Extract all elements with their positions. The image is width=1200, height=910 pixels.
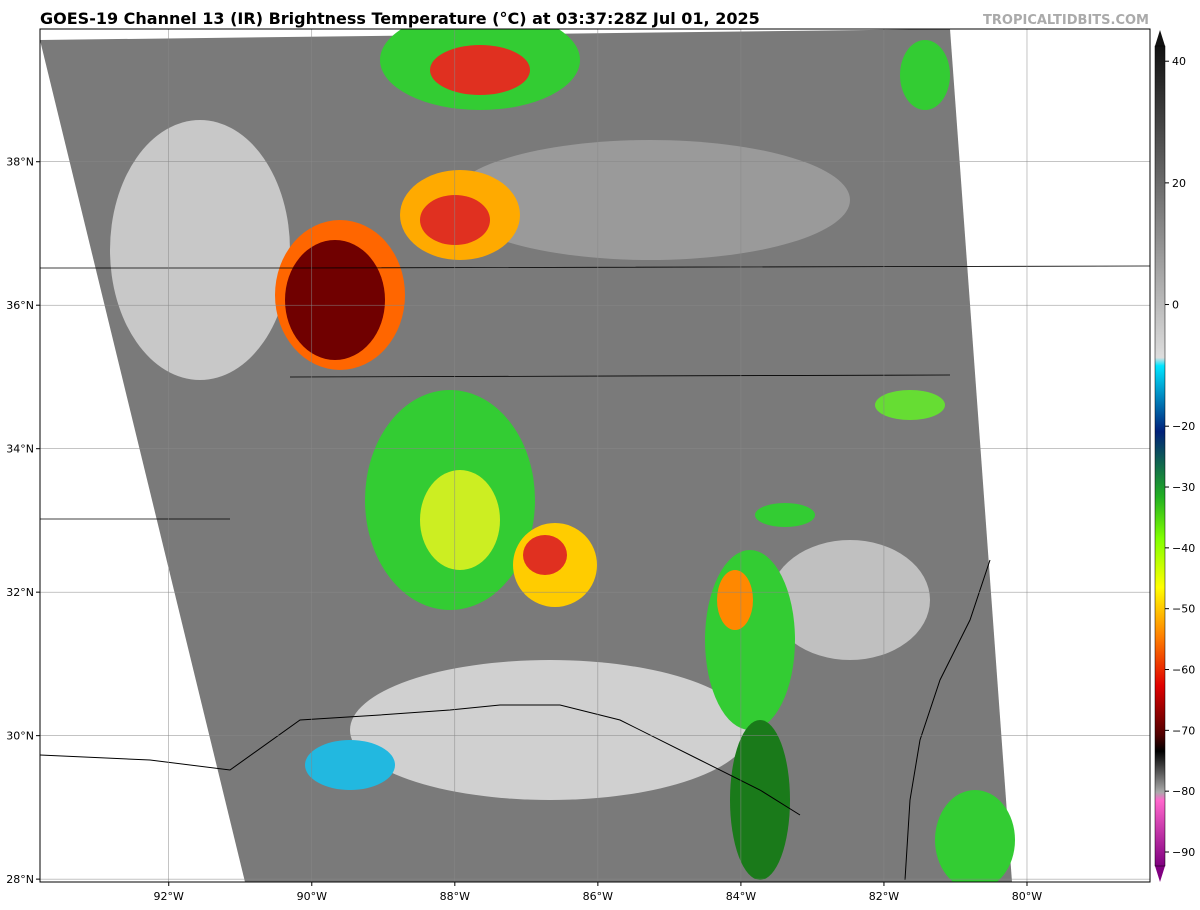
y-tick-label: 36°N	[6, 299, 34, 312]
title: GOES-19 Channel 13 (IR) Brightness Tempe…	[40, 9, 760, 28]
colorbar-label: −70	[1172, 724, 1195, 737]
colorbar-label: 20	[1172, 177, 1186, 190]
x-tick-label: 86°W	[583, 890, 613, 903]
graticule: 92°W 90°W 88°W 86°W 84°W 82°W 80°W 28°N 30°N 32°N…	[6, 29, 1150, 903]
x-tick-label: 82°W	[869, 890, 899, 903]
x-tick-label: 84°W	[726, 890, 756, 903]
colorbar-label: −50	[1172, 603, 1195, 616]
colorbar-label: 0	[1172, 299, 1179, 312]
map-frame	[39, 28, 1151, 883]
watermark: TROPICALTIDBITS.COM	[983, 13, 1149, 28]
y-tick-label: 38°N	[6, 156, 34, 169]
colorbar-label: −30	[1172, 481, 1195, 494]
colorbar-label: −60	[1172, 664, 1195, 677]
colorbar: 40 20 0 −20 −30 −40 −50 −60 −70 −80 −90	[1154, 30, 1195, 882]
colorbar-label: −80	[1172, 785, 1195, 798]
satellite-image	[40, 29, 1150, 882]
x-tick-label: 90°W	[297, 890, 327, 903]
x-tick-label: 88°W	[440, 890, 470, 903]
x-tick-label: 92°W	[154, 890, 184, 903]
colorbar-label: −20	[1172, 420, 1195, 433]
colorbar-label: −90	[1172, 846, 1195, 859]
x-tick-label: 80°W	[1012, 890, 1042, 903]
y-tick-label: 28°N	[6, 873, 34, 886]
y-tick-label: 32°N	[6, 586, 34, 599]
colorbar-label: 40	[1172, 55, 1186, 68]
y-tick-label: 34°N	[6, 443, 34, 456]
y-tick-label: 30°N	[6, 730, 34, 743]
colorbar-label: −40	[1172, 542, 1195, 555]
